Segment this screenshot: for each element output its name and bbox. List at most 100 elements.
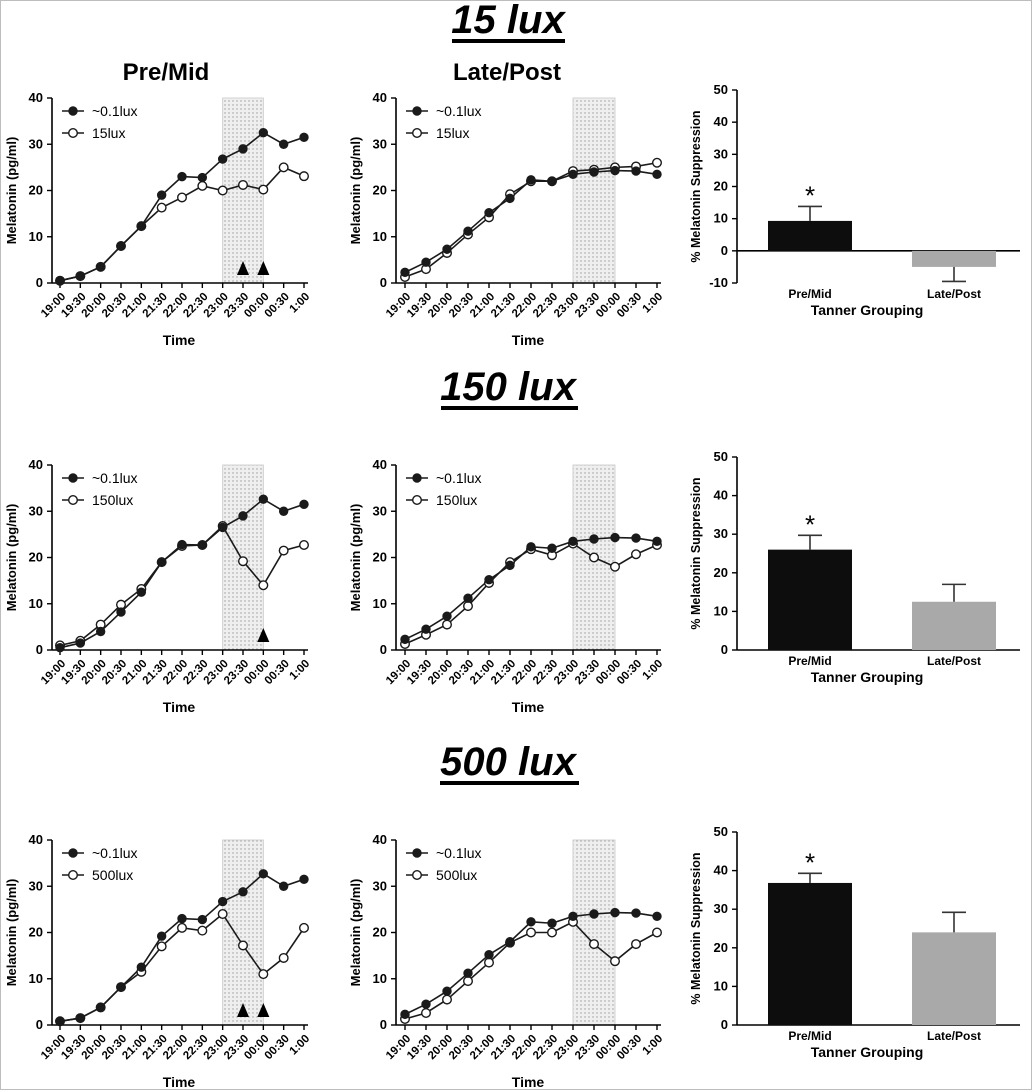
data-point-light bbox=[217, 185, 228, 196]
x-tick-label: 1:00 bbox=[287, 291, 312, 316]
y-tick-label: 10 bbox=[714, 978, 728, 993]
legend-label: 15lux bbox=[92, 125, 125, 141]
y-tick-label: 30 bbox=[714, 526, 728, 541]
y-tick-label: 40 bbox=[373, 832, 387, 847]
data-point-baseline bbox=[484, 950, 494, 960]
data-point-baseline bbox=[217, 896, 228, 907]
y-tick-label: 40 bbox=[714, 114, 728, 129]
data-point-baseline bbox=[197, 540, 208, 550]
data-point-baseline bbox=[299, 874, 309, 885]
legend-marker bbox=[67, 495, 78, 506]
data-point-baseline bbox=[116, 607, 126, 617]
data-point-baseline bbox=[238, 144, 248, 154]
data-point-light bbox=[442, 994, 453, 1005]
y-tick-label: 10 bbox=[714, 603, 728, 618]
data-point-baseline bbox=[400, 634, 410, 645]
y-tick-label: 20 bbox=[714, 565, 728, 580]
data-point-baseline bbox=[505, 193, 515, 204]
data-point-light bbox=[237, 179, 248, 190]
x-category-label: Pre/Mid bbox=[788, 654, 831, 668]
x-axis-label: Time bbox=[163, 332, 196, 348]
y-tick-label: 0 bbox=[36, 642, 43, 657]
data-point-baseline bbox=[217, 522, 228, 533]
panel-title: 150 lux bbox=[440, 365, 577, 409]
legend-marker bbox=[68, 106, 78, 116]
data-point-light bbox=[197, 180, 208, 191]
y-axis-label: % Melatonin Suppression bbox=[689, 110, 703, 262]
x-axis-label: Time bbox=[512, 699, 545, 715]
data-point-baseline bbox=[177, 913, 187, 924]
panel-title: 500 lux bbox=[440, 740, 577, 784]
y-tick-label: 30 bbox=[714, 146, 728, 161]
y-tick-label: 40 bbox=[714, 488, 728, 503]
bar-late-post bbox=[912, 932, 996, 1025]
significance-asterisk: * bbox=[805, 180, 815, 210]
legend-label: 500lux bbox=[92, 867, 133, 883]
legend-label: ~0.1lux bbox=[92, 470, 138, 486]
y-tick-label: 30 bbox=[373, 878, 387, 893]
y-tick-label: 40 bbox=[29, 90, 43, 105]
data-point-baseline bbox=[421, 624, 431, 634]
x-axis-label: Tanner Grouping bbox=[811, 1044, 924, 1060]
y-axis-label: Melatonin (pg/ml) bbox=[4, 879, 19, 987]
x-tick-label: 1:00 bbox=[640, 1033, 665, 1058]
data-point-baseline bbox=[526, 917, 536, 927]
x-category-label: Late/Post bbox=[927, 654, 981, 668]
data-point-baseline bbox=[95, 262, 106, 272]
y-tick-label: 0 bbox=[36, 1017, 43, 1032]
data-point-baseline bbox=[156, 931, 167, 941]
significance-arrowhead bbox=[257, 628, 270, 642]
panel-title: 15 lux bbox=[451, 0, 566, 42]
data-point-baseline bbox=[278, 506, 289, 516]
y-tick-label: 30 bbox=[29, 136, 43, 151]
data-point-baseline bbox=[526, 542, 536, 552]
y-tick-label: 20 bbox=[29, 925, 43, 940]
y-tick-label: 50 bbox=[714, 82, 728, 97]
data-point-light bbox=[197, 925, 208, 936]
data-point-light bbox=[176, 192, 187, 203]
y-tick-label: 30 bbox=[373, 503, 387, 518]
y-tick-label: 40 bbox=[714, 863, 728, 878]
data-point-baseline bbox=[631, 533, 641, 543]
data-point-baseline bbox=[547, 176, 557, 186]
legend-label: ~0.1lux bbox=[436, 845, 482, 861]
data-point-baseline bbox=[177, 171, 187, 182]
y-tick-label: 40 bbox=[373, 457, 387, 472]
data-point-baseline bbox=[589, 909, 599, 919]
data-point-light bbox=[463, 601, 474, 612]
data-point-baseline bbox=[568, 911, 578, 922]
data-point-baseline bbox=[652, 536, 662, 547]
legend-label: ~0.1lux bbox=[436, 470, 482, 486]
x-axis-label: Time bbox=[512, 332, 545, 348]
data-point-baseline bbox=[463, 226, 473, 236]
data-point-baseline bbox=[258, 127, 269, 138]
data-point-light bbox=[237, 556, 248, 567]
legend-marker bbox=[68, 848, 78, 858]
data-point-light bbox=[589, 939, 600, 950]
data-point-light bbox=[631, 549, 642, 560]
data-point-light bbox=[258, 184, 269, 195]
y-tick-label: 0 bbox=[380, 275, 387, 290]
line-chart-late-post: 01020304019:0019:3020:0020:3021:0021:302… bbox=[348, 832, 665, 1090]
data-point-light bbox=[652, 927, 663, 938]
data-point-baseline bbox=[75, 271, 86, 281]
data-point-baseline bbox=[463, 968, 473, 978]
y-tick-label: 20 bbox=[373, 183, 387, 198]
legend-label: 500lux bbox=[436, 867, 477, 883]
legend-marker bbox=[412, 870, 423, 881]
y-tick-label: 30 bbox=[373, 136, 387, 151]
x-category-label: Late/Post bbox=[927, 287, 981, 301]
data-point-baseline bbox=[156, 557, 167, 567]
data-point-light bbox=[258, 580, 269, 591]
data-point-light bbox=[299, 922, 310, 933]
significance-arrowhead bbox=[237, 1003, 249, 1017]
y-tick-label: -10 bbox=[709, 275, 728, 290]
data-point-light bbox=[631, 939, 642, 950]
data-point-baseline bbox=[55, 642, 65, 653]
y-tick-label: 10 bbox=[29, 596, 43, 611]
legend-marker bbox=[412, 848, 422, 858]
x-tick-label: 00:30 bbox=[615, 1033, 644, 1062]
y-axis-label: % Melatonin Suppression bbox=[689, 477, 703, 629]
data-point-baseline bbox=[442, 244, 452, 254]
